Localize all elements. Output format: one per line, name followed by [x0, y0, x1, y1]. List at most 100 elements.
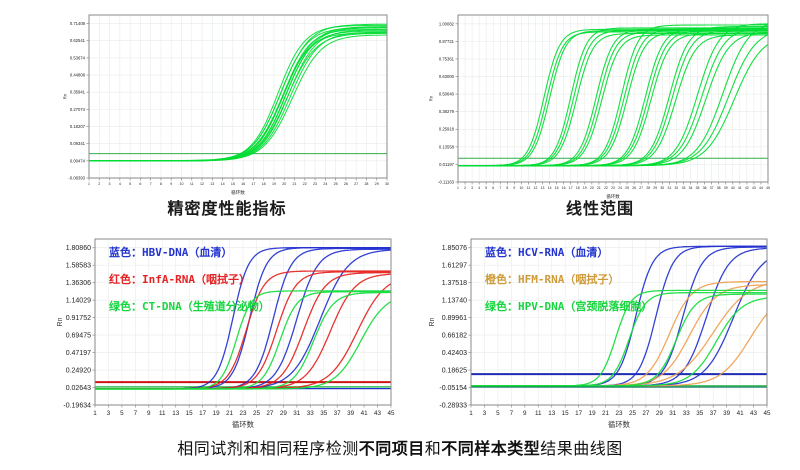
- svg-text:15: 15: [562, 410, 570, 417]
- svg-text:16: 16: [241, 182, 245, 186]
- legend-entry: 蓝色：HBV-DNA（血清）: [109, 245, 232, 259]
- svg-text:28: 28: [364, 182, 368, 186]
- svg-text:25: 25: [334, 182, 338, 186]
- svg-text:26: 26: [344, 182, 348, 186]
- svg-text:循环数: 循环数: [231, 189, 245, 196]
- svg-text:11: 11: [159, 410, 166, 417]
- svg-text:-0.08393: -0.08393: [68, 175, 85, 180]
- svg-text:8: 8: [160, 182, 162, 186]
- svg-text:0.09341: 0.09341: [70, 141, 86, 146]
- svg-text:0.62541: 0.62541: [70, 38, 86, 43]
- svg-text:1: 1: [469, 410, 473, 417]
- legend-entry: 绿色：CT-DNA（生殖道分泌物）: [109, 299, 270, 313]
- svg-text:20: 20: [590, 186, 594, 190]
- svg-text:29: 29: [375, 182, 379, 186]
- svg-text:31: 31: [667, 186, 671, 190]
- svg-text:9: 9: [523, 410, 527, 417]
- svg-text:39: 39: [724, 186, 728, 190]
- svg-text:5: 5: [485, 186, 487, 190]
- chart-precision: 0.71408 0.62541 0.53674 0.44808 0.35941 0.270…: [62, 10, 392, 196]
- svg-text:13: 13: [548, 410, 556, 417]
- svg-text:27: 27: [266, 410, 274, 417]
- svg-text:19: 19: [213, 410, 221, 417]
- svg-text:17: 17: [251, 182, 255, 186]
- svg-text:5: 5: [129, 182, 131, 186]
- svg-text:23: 23: [313, 182, 317, 186]
- svg-text:19: 19: [589, 410, 597, 417]
- svg-text:0.13558: 0.13558: [439, 144, 455, 149]
- svg-text:0.50640: 0.50640: [439, 92, 455, 97]
- chart-precision-caption: 精密度性能指标: [167, 201, 287, 218]
- svg-text:21: 21: [226, 410, 234, 417]
- svg-text:33: 33: [307, 410, 315, 417]
- svg-text:30: 30: [660, 186, 664, 190]
- svg-text:Rn: Rn: [57, 317, 64, 326]
- svg-text:18: 18: [262, 182, 266, 186]
- svg-text:Rn: Rn: [63, 93, 68, 99]
- svg-text:25: 25: [629, 410, 637, 417]
- svg-text:0.02643: 0.02643: [66, 385, 91, 392]
- chart-different-targets: 1.80860 1.58583 1.36306 1.14029 0.91752 0.694…: [56, 233, 396, 429]
- svg-text:29: 29: [653, 186, 657, 190]
- svg-text:3: 3: [107, 410, 111, 417]
- svg-text:21: 21: [597, 186, 601, 190]
- svg-text:20: 20: [282, 182, 286, 186]
- svg-text:24: 24: [618, 186, 622, 190]
- svg-text:9: 9: [513, 186, 515, 190]
- svg-text:13: 13: [541, 186, 545, 190]
- svg-text:-0.05154: -0.05154: [439, 385, 467, 392]
- svg-text:19: 19: [583, 186, 587, 190]
- svg-text:3: 3: [109, 182, 111, 186]
- chart-different-samples: 1.85076 1.61297 1.37518 1.13740 0.89961 0.661…: [428, 233, 772, 429]
- svg-text:1.61297: 1.61297: [442, 263, 467, 270]
- svg-text:43: 43: [752, 186, 756, 190]
- svg-text:0.53674: 0.53674: [70, 55, 86, 60]
- svg-text:39: 39: [347, 410, 355, 417]
- svg-text:29: 29: [280, 410, 288, 417]
- svg-text:23: 23: [239, 410, 247, 417]
- svg-text:35: 35: [696, 186, 700, 190]
- svg-text:38: 38: [717, 186, 721, 190]
- svg-text:1: 1: [88, 182, 90, 186]
- svg-text:9: 9: [170, 182, 172, 186]
- svg-text:0.87721: 0.87721: [439, 39, 455, 44]
- svg-text:33: 33: [683, 410, 691, 417]
- legend-entry: 橙色：HFM-RNA（咽拭子）: [485, 272, 619, 286]
- svg-text:0.63000: 0.63000: [439, 74, 455, 79]
- svg-text:5: 5: [120, 410, 124, 417]
- svg-text:32: 32: [675, 186, 679, 190]
- svg-text:2: 2: [98, 182, 100, 186]
- svg-text:15: 15: [555, 186, 559, 190]
- caption-segment: 和: [424, 441, 442, 458]
- svg-text:0.00474: 0.00474: [70, 158, 86, 163]
- svg-text:0.69475: 0.69475: [66, 333, 91, 340]
- svg-text:31: 31: [669, 410, 677, 417]
- legend-entry: 蓝色：HCV-RNA（血清）: [485, 245, 608, 259]
- legend-entry: 红色：InfA-RNA（咽拭子）: [109, 272, 250, 286]
- svg-text:0.42403: 0.42403: [442, 350, 467, 357]
- svg-text:35: 35: [320, 410, 328, 417]
- svg-text:26: 26: [632, 186, 636, 190]
- svg-text:44: 44: [759, 186, 763, 190]
- svg-text:1: 1: [457, 186, 459, 190]
- svg-text:-0.28933: -0.28933: [439, 402, 467, 409]
- svg-text:11: 11: [527, 186, 531, 190]
- svg-text:15: 15: [186, 410, 194, 417]
- svg-text:7: 7: [510, 410, 514, 417]
- svg-text:13: 13: [172, 410, 180, 417]
- svg-text:45: 45: [387, 410, 395, 417]
- svg-text:15: 15: [231, 182, 235, 186]
- svg-text:0.01197: 0.01197: [439, 162, 454, 167]
- svg-text:21: 21: [293, 182, 297, 186]
- caption-segment: 相同试剂和相同程序检测: [177, 441, 359, 458]
- svg-text:34: 34: [689, 186, 693, 190]
- svg-text:14: 14: [221, 182, 225, 186]
- svg-text:27: 27: [639, 186, 643, 190]
- svg-text:17: 17: [569, 186, 573, 190]
- svg-text:37: 37: [710, 186, 714, 190]
- svg-text:14: 14: [548, 186, 552, 190]
- svg-text:43: 43: [750, 410, 758, 417]
- svg-text:11: 11: [535, 410, 542, 417]
- svg-text:0.24920: 0.24920: [66, 368, 91, 375]
- svg-text:10: 10: [520, 186, 524, 190]
